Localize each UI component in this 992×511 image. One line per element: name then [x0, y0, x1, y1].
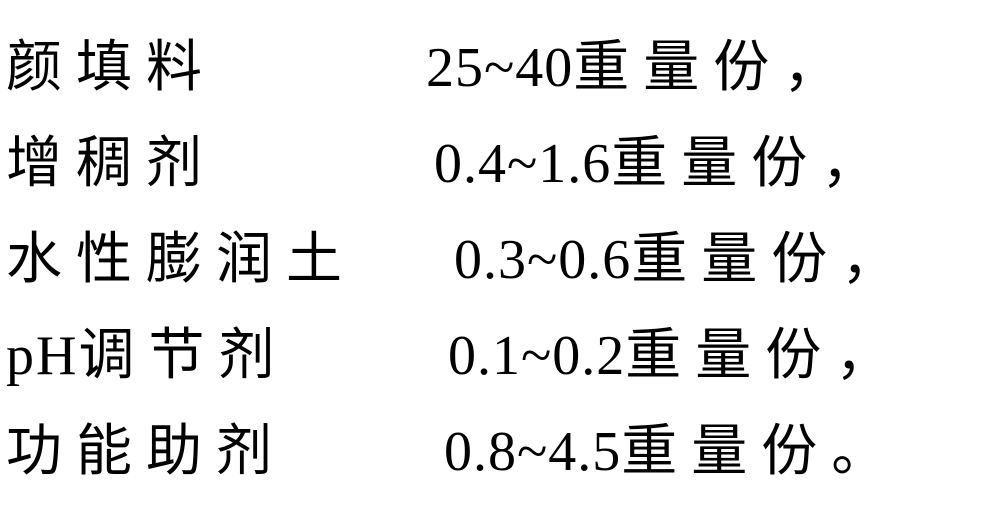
ingredient-label: 颜填料: [0, 20, 426, 116]
value-unit: 重量份: [631, 229, 841, 291]
ingredient-value: 25~40重量份，: [426, 20, 839, 116]
value-unit: 重量份: [573, 37, 783, 99]
value-range: 25~40: [426, 37, 573, 99]
ingredient-row: 功能助剂 0.8~4.5重量份。: [0, 404, 992, 500]
ingredient-label: 水性膨润土: [0, 212, 426, 308]
value-punct: ，: [841, 229, 897, 291]
ingredient-row: 水性膨润土 0.3~0.6重量份，: [0, 212, 992, 308]
label-cjk: 调节剂: [78, 325, 288, 387]
ingredient-row: pH调节剂 0.1~0.2重量份，: [0, 308, 992, 404]
ingredient-label: pH调节剂: [0, 308, 426, 404]
value-range: 0.8~4.5: [444, 421, 621, 483]
value-punct: 。: [831, 421, 887, 483]
value-unit: 重量份: [625, 325, 835, 387]
value-punct: ，: [835, 325, 891, 387]
ingredient-value: 0.4~1.6重量份，: [426, 116, 877, 212]
ingredient-label: 功能助剂: [0, 404, 426, 500]
ingredient-list: 颜填料 25~40重量份， 增稠剂 0.4~1.6重量份， 水性膨润土 0.3~…: [0, 0, 992, 511]
ingredient-value: 0.8~4.5重量份。: [426, 404, 887, 500]
value-punct: ，: [783, 37, 839, 99]
value-range: 0.1~0.2: [448, 325, 625, 387]
ingredient-value: 0.1~0.2重量份，: [426, 308, 891, 404]
value-unit: 重量份: [611, 133, 821, 195]
label-latin: pH: [6, 325, 78, 387]
ingredient-row: 增稠剂 0.4~1.6重量份，: [0, 116, 992, 212]
ingredient-row: 颜填料 25~40重量份，: [0, 20, 992, 116]
value-punct: ，: [821, 133, 877, 195]
value-range: 0.4~1.6: [434, 133, 611, 195]
value-range: 0.3~0.6: [454, 229, 631, 291]
value-unit: 重量份: [621, 421, 831, 483]
ingredient-value: 0.3~0.6重量份，: [426, 212, 897, 308]
ingredient-label: 增稠剂: [0, 116, 426, 212]
